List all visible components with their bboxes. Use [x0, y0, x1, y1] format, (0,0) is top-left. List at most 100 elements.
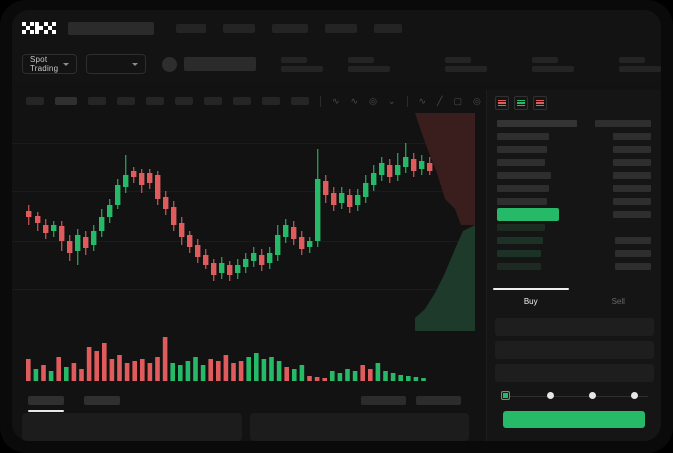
nav-menu	[176, 23, 402, 33]
stat-item	[619, 56, 661, 72]
orderbook-row-ask	[613, 146, 651, 153]
tab-sell[interactable]: Sell	[575, 288, 662, 314]
slider-node-3[interactable]	[631, 392, 638, 399]
camera-icon[interactable]: ▢	[453, 95, 462, 106]
orderbook-row[interactable]	[497, 182, 651, 195]
orderbook-row-ask	[613, 172, 651, 179]
nav-item-2[interactable]	[272, 23, 308, 33]
stat-label	[348, 56, 374, 63]
orderbook-mode-both-icon[interactable]	[495, 96, 509, 110]
orderbook-row[interactable]	[497, 247, 651, 260]
pair-display[interactable]	[162, 56, 256, 72]
bottom-panel-left[interactable]	[22, 413, 242, 441]
line-chart-icon[interactable]: ∿	[418, 95, 427, 106]
stat-label	[532, 56, 558, 63]
slider-track	[503, 396, 648, 397]
order-side-tabs: Buy Sell	[487, 288, 661, 314]
stat-value	[532, 65, 574, 72]
slider-node-0[interactable]	[501, 391, 510, 400]
orderbook-row[interactable]	[497, 208, 651, 221]
interval-button-1[interactable]	[55, 97, 77, 105]
bottom-panel-right[interactable]	[249, 413, 469, 441]
chevron-down-icon	[132, 62, 138, 66]
orderbook-row[interactable]	[497, 221, 651, 234]
orderbook-row[interactable]	[497, 143, 651, 156]
interval-button-7[interactable]	[233, 97, 251, 105]
market-stats-secondary	[445, 56, 661, 72]
chart-gridline	[12, 191, 475, 192]
orderbook-row-bid	[497, 133, 549, 140]
chevron-down-icon[interactable]: ⌄	[387, 95, 396, 106]
amount-field[interactable]	[495, 341, 654, 359]
orderbook-mode-bids-icon[interactable]	[514, 96, 528, 110]
total-field[interactable]	[495, 364, 654, 382]
interval-button-9[interactable]	[291, 97, 309, 105]
okx-logo-icon[interactable]	[22, 22, 56, 34]
settings-icon[interactable]: ◎	[472, 95, 481, 106]
orderbook-row-bid	[497, 146, 547, 153]
stat-value	[348, 65, 390, 72]
tab-sell-label: Sell	[611, 296, 625, 306]
interval-button-3[interactable]	[117, 97, 135, 105]
orders-tab-bar	[12, 388, 475, 412]
interval-button-2[interactable]	[88, 97, 106, 105]
orders-action-1[interactable]	[416, 395, 461, 405]
stat-item	[445, 56, 487, 72]
alert-icon[interactable]: ◎	[369, 95, 377, 106]
orderbook-row[interactable]	[497, 195, 651, 208]
interval-button-0[interactable]	[26, 97, 44, 105]
bottom-panel-row	[12, 413, 475, 441]
chevron-down-icon	[63, 62, 70, 66]
tab-buy[interactable]: Buy	[487, 288, 575, 314]
orderbook-mode-asks-icon[interactable]	[533, 96, 547, 110]
interval-button-4[interactable]	[146, 97, 164, 105]
orderbook-row-ask	[615, 237, 651, 244]
nav-item-3[interactable]	[325, 23, 357, 33]
app-screen: Spot Trading	[12, 10, 661, 441]
nav-item-0[interactable]	[176, 23, 206, 33]
stat-value	[281, 65, 323, 72]
orderbook-row-bid	[497, 172, 551, 179]
nav-item-1[interactable]	[223, 23, 255, 33]
percent-slider[interactable]	[499, 388, 652, 406]
interval-button-8[interactable]	[262, 97, 280, 105]
tab-open-orders[interactable]	[28, 395, 64, 412]
orderbook-view-modes	[487, 90, 661, 115]
interval-button-5[interactable]	[175, 97, 193, 105]
orderbook-row[interactable]	[497, 169, 651, 182]
market-type-selector[interactable]: Spot Trading	[22, 54, 78, 74]
pair-name-label	[184, 57, 256, 71]
stat-value	[445, 65, 487, 72]
slider-node-1[interactable]	[547, 392, 554, 399]
compare-icon[interactable]: ∿	[350, 95, 359, 106]
orderbook-row[interactable]	[497, 130, 651, 143]
pair-selector[interactable]	[86, 54, 146, 74]
toolbar-divider	[406, 95, 408, 107]
orderbook-row[interactable]	[497, 234, 651, 247]
top-navigation-bar	[12, 10, 661, 46]
orderbook-row-bid	[497, 263, 541, 270]
indicator-icon[interactable]: ∿	[332, 95, 340, 106]
orderbook-rows[interactable]	[487, 115, 661, 273]
chart-gridline	[12, 289, 475, 290]
orderbook-row[interactable]	[497, 260, 651, 273]
orders-action-0[interactable]	[361, 395, 406, 405]
search-input[interactable]	[68, 21, 154, 35]
orderbook-row[interactable]	[497, 117, 651, 130]
orderbook-row-bid	[497, 237, 543, 244]
orderbook-row-ask	[613, 198, 651, 205]
toolbar-divider	[320, 95, 321, 107]
tab-order-history[interactable]	[84, 395, 120, 405]
orderbook-row-ask	[613, 133, 651, 140]
price-field[interactable]	[495, 318, 654, 336]
stat-item	[348, 56, 390, 72]
price-chart[interactable]	[12, 113, 475, 385]
stat-label	[619, 56, 645, 63]
submit-buy-button[interactable]	[503, 411, 645, 428]
slider-node-2[interactable]	[589, 392, 596, 399]
nav-item-4[interactable]	[374, 23, 402, 33]
ruler-icon[interactable]: ╱	[437, 95, 443, 106]
interval-button-6[interactable]	[204, 97, 222, 105]
orderbook-row[interactable]	[497, 156, 651, 169]
